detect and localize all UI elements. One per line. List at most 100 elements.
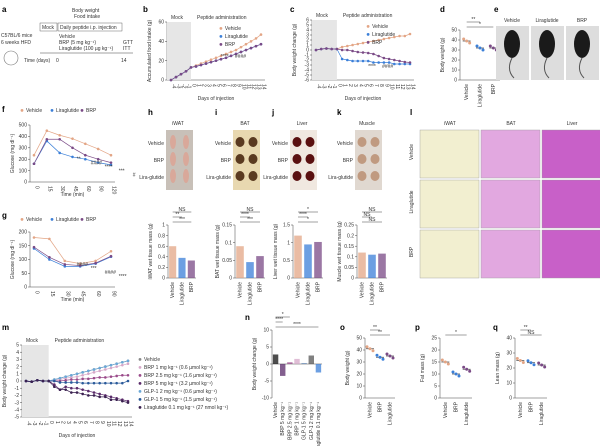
x-tick-label: Vehicle: [296, 282, 302, 298]
tissue-sample: [235, 171, 245, 181]
y-axis-label: Body weight change (g): [292, 23, 298, 76]
bar: [314, 241, 322, 278]
y-tick-label: 0: [287, 276, 290, 282]
y-tick-label: 0.6: [158, 244, 165, 250]
x-tick-label: 11: [246, 84, 252, 89]
y-tick-label: 30: [506, 351, 512, 357]
x-tick-label: 11: [111, 421, 117, 426]
mouse-strain: C57BL/6 mice: [1, 33, 33, 39]
x-tick-label: 0: [34, 186, 40, 189]
data-point: [58, 376, 62, 380]
data-point: [63, 259, 67, 263]
significance-label: **: [471, 17, 475, 23]
data-point: [488, 44, 492, 48]
tissue-title: iWAT: [172, 121, 184, 127]
y-tick-label: -3: [15, 400, 20, 406]
panel-letter: j: [271, 108, 274, 117]
data-point: [377, 54, 380, 58]
time-axis-label: Time (days): [24, 58, 51, 64]
legend-marker: [138, 366, 142, 369]
significance-label: ****: [293, 322, 301, 328]
legend-marker: [138, 382, 142, 385]
data-point: [94, 261, 97, 265]
x-tick-label: 10: [389, 84, 395, 90]
data-point: [87, 372, 90, 376]
y-tick-label: 60: [158, 20, 164, 26]
data-point: [229, 54, 233, 58]
data-point: [126, 401, 130, 404]
data-point: [204, 60, 208, 63]
legend-label: Liraglutide: [372, 32, 395, 38]
y-tick-label: 20: [356, 372, 362, 378]
data-point: [521, 361, 525, 364]
significance-label: *: [455, 330, 457, 336]
panel-letter: b: [143, 5, 148, 14]
data-point: [121, 360, 124, 364]
y-tick-label: 0: [509, 396, 512, 402]
y-tick-label: 1: [306, 43, 309, 49]
y-tick-label: 200: [19, 157, 28, 163]
data-point: [454, 372, 458, 376]
x-tick-label: BRP 5 mg kg⁻¹: [280, 402, 286, 436]
y-tick-label: 0.4: [158, 255, 165, 261]
data-point: [70, 381, 73, 384]
chart-h: 0 0.2 0.4 0.6 0.8 1 iWAT wet tissue mass (g) Ve…: [148, 207, 196, 305]
y-axis-label: Glucose (mg dl⁻¹): [10, 239, 16, 279]
data-point: [393, 58, 396, 62]
data-point: [199, 63, 203, 67]
y-tick-label: 1: [287, 240, 290, 246]
x-tick-label: 13: [404, 84, 410, 90]
treatment-label: Peptide administration: [343, 13, 393, 19]
mouse-body: [504, 30, 520, 58]
data-point: [346, 58, 349, 62]
data-point: [462, 37, 466, 41]
significance-label: ***: [179, 217, 185, 223]
x-tick-label: 30: [59, 186, 65, 192]
legend-marker: [366, 33, 370, 36]
treatment-label: Peptide administration: [197, 15, 247, 21]
data-point: [378, 355, 382, 359]
y-tick-label: 2: [16, 364, 19, 370]
chart-o: o 0 10 20 30 40 50 Body weight (g) Vehicle BRP Lir…: [340, 323, 395, 425]
data-point: [87, 389, 90, 393]
data-point: [96, 157, 100, 161]
x-tick-label: Liraglutide: [539, 402, 545, 425]
data-point: [244, 42, 248, 46]
row-label: BRP: [154, 158, 165, 164]
tissue-sample: [235, 137, 245, 147]
data-point: [109, 395, 113, 399]
x-tick-label: Liraglutide: [464, 402, 470, 425]
column-label: Liver: [567, 121, 578, 127]
x-tick-label: Vehicle: [464, 84, 470, 100]
data-point: [87, 394, 90, 397]
significance-label: #: [133, 172, 136, 178]
legend-marker: [80, 218, 84, 221]
y-axis-label: Body weight change (g): [252, 337, 258, 390]
group-label: BRP (5 mg kg⁻¹): [59, 40, 96, 46]
data-point: [351, 43, 354, 47]
bar: [315, 364, 322, 373]
significance-label: **: [373, 325, 377, 331]
data-point: [398, 34, 401, 38]
y-tick-label: 40: [158, 39, 164, 45]
data-point: [375, 353, 379, 357]
data-point: [377, 38, 380, 42]
y-tick-label: 20: [506, 366, 512, 372]
y-tick-label: 200: [19, 230, 28, 236]
y-tick-label: 0: [306, 48, 309, 54]
x-axis-label: Days of injection: [59, 433, 96, 439]
data-point: [78, 262, 82, 265]
legend-marker: [219, 43, 223, 46]
y-tick-label: 0.2: [158, 265, 165, 271]
data-point: [408, 61, 412, 64]
legend-label: BRP: [225, 42, 236, 48]
bar: [287, 362, 293, 364]
legend-label: BRP: [86, 217, 97, 223]
x-tick-label: 5: [77, 421, 83, 424]
x-tick-label: 8: [378, 84, 384, 87]
x-tick-label: Vehicle: [360, 282, 366, 298]
y-tick-label: -10: [262, 396, 269, 402]
data-point: [219, 54, 223, 58]
